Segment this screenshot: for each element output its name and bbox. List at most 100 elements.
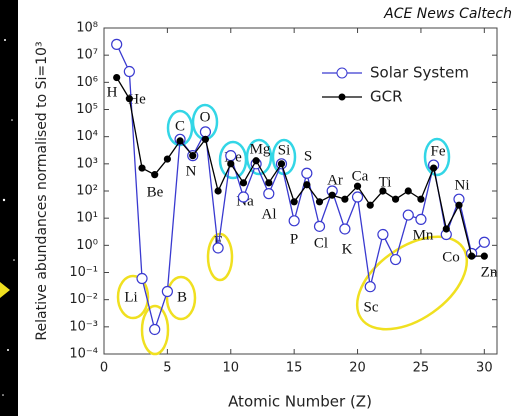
data-point	[403, 210, 413, 220]
y-tick-label: 10⁴	[76, 129, 98, 144]
data-point	[291, 199, 297, 205]
x-tick-label: 30	[476, 361, 493, 376]
data-point	[226, 151, 236, 161]
legend-label: Solar System	[370, 64, 469, 82]
element-label: Si	[278, 142, 291, 158]
data-point	[329, 192, 335, 198]
y-tick-label: 10¹	[76, 211, 98, 226]
data-point	[443, 226, 449, 232]
data-point	[378, 230, 388, 240]
data-point	[391, 255, 401, 265]
element-label: B	[177, 289, 187, 305]
x-tick-label: 10	[223, 361, 240, 376]
data-point	[481, 253, 487, 259]
data-point	[215, 188, 221, 194]
element-label: Sc	[364, 299, 379, 315]
element-label: Ni	[455, 177, 470, 193]
data-point	[264, 189, 274, 199]
data-point	[152, 172, 158, 178]
y-tick-label: 10⁸	[76, 21, 98, 36]
data-point	[469, 253, 475, 259]
data-point	[405, 188, 411, 194]
data-point	[456, 202, 462, 208]
element-label: Fe	[431, 143, 446, 159]
data-point	[150, 324, 160, 334]
data-point	[278, 161, 284, 167]
data-point	[365, 282, 375, 292]
data-point	[353, 192, 363, 202]
y-tick-label: 10⁶	[76, 75, 98, 90]
data-point	[393, 196, 399, 202]
y-tick-label: 10⁻¹	[69, 265, 98, 280]
element-label: Ti	[379, 174, 392, 190]
element-label: Co	[442, 249, 460, 265]
data-point	[355, 183, 361, 189]
y-tick-label: 10⁰	[76, 238, 98, 253]
data-point	[190, 153, 196, 159]
element-label: Cl	[314, 235, 328, 251]
element-label: N	[186, 163, 197, 179]
data-point	[367, 202, 373, 208]
data-point	[126, 96, 132, 102]
x-tick-label: 5	[163, 361, 171, 376]
data-point	[317, 199, 323, 205]
y-tick-label: 10⁵	[76, 102, 98, 117]
y-tick-label: 10⁻³	[69, 319, 98, 334]
data-point	[162, 286, 172, 296]
data-point	[342, 196, 348, 202]
data-point	[213, 243, 223, 253]
element-label: Ca	[352, 168, 369, 184]
element-label: Al	[262, 206, 277, 222]
chart: ACE News Caltech Relative abundances nor…	[0, 0, 520, 416]
data-point	[164, 156, 170, 162]
element-label: O	[200, 109, 211, 125]
data-point	[431, 165, 437, 171]
element-label: C	[175, 118, 185, 134]
data-point	[266, 180, 272, 186]
data-point	[114, 75, 120, 81]
data-point	[479, 237, 489, 247]
element-label: Li	[124, 289, 137, 305]
data-point	[340, 224, 350, 234]
x-tick-label: 25	[413, 361, 430, 376]
y-axis-title: Relative abundances normalised to Si=10³	[34, 41, 50, 340]
element-label: Mn	[413, 227, 434, 243]
element-label: Be	[147, 184, 164, 200]
data-point	[380, 188, 386, 194]
data-point	[240, 180, 246, 186]
element-label: H	[107, 84, 118, 100]
data-point	[304, 182, 310, 188]
y-tick-label: 10⁻⁴	[69, 347, 98, 362]
data-point	[253, 158, 259, 164]
data-point	[238, 192, 248, 202]
x-tick-label: 15	[286, 361, 303, 376]
data-point	[124, 67, 134, 77]
data-point	[289, 216, 299, 226]
y-tick-label: 10⁷	[76, 48, 98, 63]
legend-marker	[337, 68, 347, 78]
y-tick-label: 10³	[76, 156, 98, 171]
y-tick-label: 10⁻²	[69, 292, 98, 307]
data-point	[228, 161, 234, 167]
element-label: Mg	[250, 141, 271, 157]
x-axis-title: Atomic Number (Z)	[228, 393, 372, 411]
y-tick-label: 10²	[76, 184, 98, 199]
element-label: Ar	[327, 172, 343, 188]
data-point	[418, 196, 424, 202]
header: ACE News Caltech	[383, 6, 512, 22]
data-point	[302, 168, 312, 178]
element-label: P	[290, 231, 298, 247]
data-point	[137, 274, 147, 284]
data-point	[315, 221, 325, 231]
legend-marker	[339, 94, 345, 100]
data-point	[139, 165, 145, 171]
data-point	[177, 138, 183, 144]
element-label: S	[304, 148, 312, 164]
data-point	[416, 214, 426, 224]
legend-label: GCR	[370, 88, 403, 106]
data-point	[200, 127, 210, 137]
data-point	[112, 39, 122, 49]
x-tick-label: 0	[100, 361, 108, 376]
page: ACE News Caltech Relative abundances nor…	[0, 0, 520, 416]
x-tick-label: 20	[349, 361, 366, 376]
